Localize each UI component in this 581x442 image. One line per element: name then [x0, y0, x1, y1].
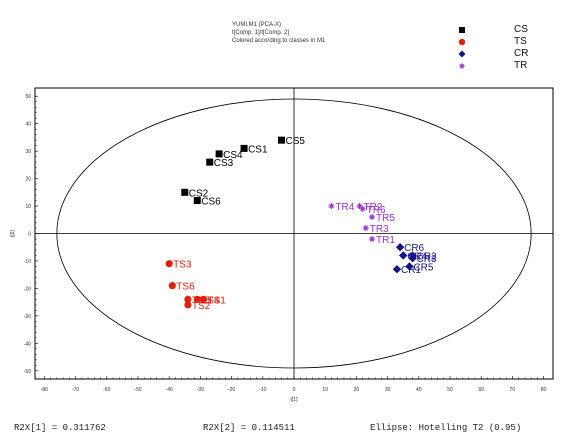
cs-point-marker — [206, 158, 214, 166]
ts-point-label: TS6 — [176, 282, 195, 293]
ts-point-label: TS3 — [173, 260, 192, 271]
x-tick-label: 10 — [322, 387, 328, 393]
cs-point-marker — [181, 188, 189, 196]
x-tick-label: -60 — [103, 387, 110, 393]
footer-ellipse: Ellipse: Hotelling T2 (0.95) — [370, 423, 522, 433]
cs-point-label: CS6 — [201, 197, 221, 208]
x-tick-label: -50 — [134, 387, 141, 393]
legend-label-tr: TR — [514, 60, 528, 71]
cr-point-marker — [392, 264, 402, 274]
x-tick-label: -40 — [166, 387, 173, 393]
cs-point-marker — [215, 150, 223, 158]
x-tick-label: 40 — [416, 387, 422, 393]
cr-point-label: CR4 — [407, 251, 427, 262]
y-tick-label: 10 — [25, 204, 31, 210]
cr-point-label: CR5 — [413, 262, 433, 273]
cs-point-label: CS1 — [248, 144, 268, 155]
cs-point-label: CS2 — [189, 188, 209, 199]
tr-point-marker — [362, 225, 369, 232]
cs-point-marker — [240, 144, 248, 152]
y-tick-label: -10 — [24, 259, 31, 265]
y-tick-label: 20 — [25, 177, 31, 183]
legend-label-cr: CR — [514, 48, 529, 59]
legend: CS TS CR TR — [452, 24, 562, 72]
cr-point-label: CR2 — [417, 251, 437, 262]
legend-circle-icon — [458, 38, 466, 46]
legend-item-cr: CR — [452, 48, 562, 60]
ts-point-marker — [193, 295, 201, 303]
tr-point-marker — [369, 214, 376, 221]
y-tick-label: 0 — [28, 232, 31, 238]
ts-point-label: TS4 — [201, 295, 220, 306]
x-tick-label: -20 — [228, 387, 235, 393]
tr-point-marker — [359, 205, 366, 212]
legend-square-icon — [459, 27, 465, 33]
cr-point-marker — [399, 251, 408, 260]
footer-r2x2: R2X[2] = 0.114511 — [203, 423, 295, 433]
footer-r2x1: R2X[1] = 0.311762 — [14, 423, 106, 433]
ts-point-marker — [184, 301, 192, 309]
x-tick-label: 70 — [510, 387, 516, 393]
x-tick-label: 30 — [385, 387, 391, 393]
legend-diamond-icon — [458, 50, 466, 58]
cs-point-label: CS3 — [214, 158, 234, 169]
y-tick-label: -50 — [24, 369, 31, 375]
legend-item-cs: CS — [452, 24, 562, 36]
x-tick-label: -80 — [41, 387, 48, 393]
tr-point-label: TR1 — [376, 235, 395, 246]
hotelling-ellipse — [56, 98, 532, 369]
ts-point-marker — [165, 260, 173, 268]
x-tick-label: 80 — [541, 387, 547, 393]
cs-point-label: CS4 — [223, 150, 243, 161]
tr-point-label: TR4 — [335, 202, 354, 213]
y-tick-label: -20 — [24, 286, 31, 292]
legend-item-ts: TS — [452, 36, 562, 48]
cr-point-marker — [405, 262, 414, 271]
header-line-1: YUMI.M1 (PCA-X) — [232, 22, 282, 28]
header-line-3: Colored according to classes in M1 — [232, 38, 326, 44]
legend-item-tr: TR — [452, 60, 562, 72]
x-tick-label: 0 — [293, 387, 296, 393]
ts-point-marker — [199, 295, 208, 303]
y-tick-label: 50 — [25, 94, 31, 100]
tr-point-marker — [356, 203, 363, 210]
x-tick-label: -70 — [72, 387, 79, 393]
ts-point-label: TS1 — [208, 295, 227, 306]
ts-point-label: TS5 — [192, 295, 211, 306]
legend-star-icon — [459, 63, 465, 69]
y-axis-label: t[2] — [10, 229, 16, 237]
cr-point-label: CR6 — [404, 243, 424, 254]
y-tick-label: 40 — [25, 122, 31, 128]
x-tick-label: -10 — [259, 387, 266, 393]
cr-point-label: CR1 — [401, 265, 421, 276]
legend-label-cs: CS — [514, 24, 528, 35]
tr-point-label: TR5 — [376, 213, 395, 224]
x-tick-label: 20 — [354, 387, 360, 393]
x-tick-label: 50 — [447, 387, 453, 393]
ts-point-marker — [168, 282, 176, 290]
legend-label-ts: TS — [514, 36, 527, 47]
cs-point-marker — [193, 197, 201, 205]
tr-point-marker — [369, 235, 376, 242]
cr-point-marker — [408, 251, 417, 260]
x-tick-label: 60 — [478, 387, 484, 393]
cr-point-label: CR3 — [417, 254, 437, 265]
y-tick-label: -40 — [24, 341, 31, 347]
ts-point-label: TS2 — [192, 301, 211, 312]
cs-point-label: CS5 — [286, 136, 306, 147]
tr-point-label: TR6 — [367, 205, 386, 216]
tr-point-marker — [328, 203, 335, 210]
x-tick-label: -30 — [197, 387, 204, 393]
y-tick-label: -30 — [24, 314, 31, 320]
tr-point-label: TR2 — [364, 202, 383, 213]
x-axis-label: t[1] — [291, 397, 299, 403]
cs-point-marker — [278, 136, 286, 144]
header-line-2: t[Comp. 1]/t[Comp. 2] — [232, 30, 290, 36]
tr-point-label: TR3 — [370, 224, 389, 235]
cr-point-marker — [395, 243, 405, 252]
ts-point-marker — [184, 295, 192, 303]
y-tick-label: 30 — [25, 149, 31, 155]
